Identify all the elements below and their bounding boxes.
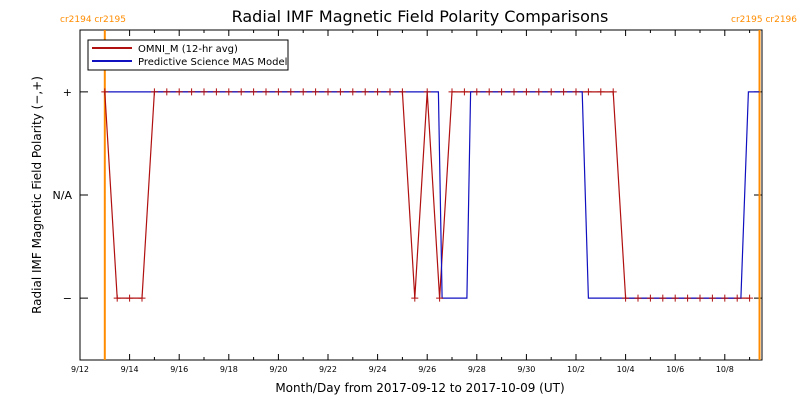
- omni-data-point: [423, 88, 431, 96]
- omni-data-point: [473, 88, 481, 96]
- x-tick-label: 9/16: [170, 365, 188, 374]
- omni-data-point: [547, 88, 555, 96]
- legend-box: [87, 39, 289, 71]
- omni-data-point: [522, 88, 530, 96]
- x-tick-label: 10/8: [716, 365, 734, 374]
- legend-label-model: Predictive Science MAS Model: [138, 57, 287, 68]
- omni-data-point: [609, 88, 617, 96]
- model-series-line: [104, 91, 760, 299]
- x-tick-label: 10/6: [666, 365, 684, 374]
- omni-data-point: [113, 294, 121, 302]
- omni-data-point: [659, 294, 667, 302]
- omni-data-point: [684, 294, 692, 302]
- omni-data-point: [200, 88, 208, 96]
- omni-data-point: [237, 88, 245, 96]
- series-layer: [104, 91, 760, 299]
- omni-data-point: [436, 294, 444, 302]
- omni-data-point: [374, 88, 382, 96]
- legend-label-omni: OMNI_M (12-hr avg): [138, 44, 238, 55]
- omni-data-point: [535, 88, 543, 96]
- omni-data-point: [250, 88, 258, 96]
- y-tick-label: +: [63, 86, 72, 99]
- omni-data-point: [634, 294, 642, 302]
- omni-data-point: [138, 294, 146, 302]
- x-tick-label: 9/28: [468, 365, 486, 374]
- omni-data-point: [746, 294, 754, 302]
- chart-title: Radial IMF Magnetic Field Polarity Compa…: [232, 7, 609, 26]
- omni-data-point: [448, 88, 456, 96]
- x-axis-label: Month/Day from 2017-09-12 to 2017-10-09 …: [275, 381, 564, 395]
- omni-data-point: [287, 88, 295, 96]
- carrington-label-right: cr2195 cr2196: [731, 15, 797, 25]
- carrington-label-left: cr2194 cr2195: [60, 15, 126, 25]
- omni-data-point: [398, 88, 406, 96]
- x-tick-label: 10/2: [567, 365, 585, 374]
- omni-data-point: [708, 294, 716, 302]
- omni-data-point: [150, 88, 158, 96]
- y-tick-label: −: [63, 292, 72, 305]
- omni-data-point: [274, 88, 282, 96]
- omni-data-point: [299, 88, 307, 96]
- omni-data-point: [101, 88, 109, 96]
- omni-data-point: [411, 294, 419, 302]
- omni-data-point: [622, 294, 630, 302]
- omni-data-point: [349, 88, 357, 96]
- omni-data-point: [696, 294, 704, 302]
- omni-data-point: [733, 294, 741, 302]
- x-tick-label: 10/4: [617, 365, 635, 374]
- omni-data-point: [671, 294, 679, 302]
- y-axis-label: Radial IMF Magnetic Field Polarity (−,+): [30, 76, 44, 314]
- omni-data-point: [498, 88, 506, 96]
- omni-data-point: [175, 88, 183, 96]
- omni-data-point: [126, 294, 134, 302]
- omni-data-point: [361, 88, 369, 96]
- omni-data-point: [560, 88, 568, 96]
- omni-data-point: [163, 88, 171, 96]
- carrington-boundaries: [103, 30, 761, 360]
- x-tick-label: 9/12: [71, 365, 89, 374]
- omni-data-point: [336, 88, 344, 96]
- omni-data-point: [572, 88, 580, 96]
- x-tick-label: 9/24: [369, 365, 387, 374]
- omni-series-line: [104, 91, 750, 299]
- plot-area: 9/12 9/14 9/16 9/18 9/20 9/22 9/24 9/26 9/28 9/30…: [53, 29, 763, 374]
- x-tick-label: 9/20: [269, 365, 287, 374]
- y-axis-ticks: + N/A −: [53, 86, 762, 305]
- x-tick-label: 9/26: [418, 365, 436, 374]
- omni-data-point: [721, 294, 729, 302]
- omni-data-point: [460, 88, 468, 96]
- omni-data-point: [485, 88, 493, 96]
- omni-data-point: [225, 88, 233, 96]
- omni-data-point: [312, 88, 320, 96]
- x-axis-ticks: 9/12 9/14 9/16 9/18 9/20 9/22 9/24 9/26 9/28 9/30…: [71, 30, 751, 374]
- omni-data-point: [212, 88, 220, 96]
- omni-markers: [101, 88, 754, 302]
- x-tick-label: 9/18: [220, 365, 238, 374]
- omni-data-point: [386, 88, 394, 96]
- omni-data-point: [324, 88, 332, 96]
- x-tick-label: 9/30: [517, 365, 535, 374]
- x-tick-label: 9/22: [319, 365, 337, 374]
- x-tick-label: 9/14: [121, 365, 139, 374]
- omni-data-point: [510, 88, 518, 96]
- omni-data-point: [262, 88, 270, 96]
- omni-data-point: [188, 88, 196, 96]
- omni-data-point: [597, 88, 605, 96]
- omni-data-point: [646, 294, 654, 302]
- omni-data-point: [584, 88, 592, 96]
- legend: OMNI_M (12-hr avg) Predictive Science MA…: [87, 39, 289, 71]
- y-tick-label: N/A: [53, 189, 73, 202]
